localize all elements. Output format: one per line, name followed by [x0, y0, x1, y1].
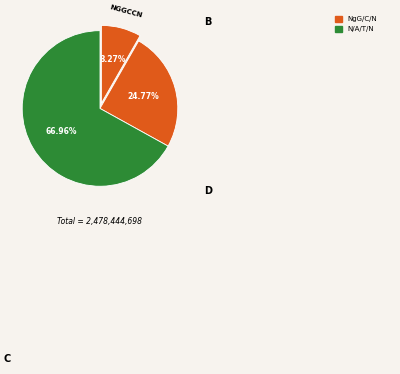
- Text: B: B: [204, 18, 211, 27]
- Text: 24.77%: 24.77%: [128, 92, 159, 101]
- Text: 66.96%: 66.96%: [45, 127, 77, 136]
- Text: Total = 2,478,444,698: Total = 2,478,444,698: [58, 217, 142, 226]
- Text: C: C: [4, 354, 11, 364]
- Wedge shape: [22, 31, 168, 186]
- Wedge shape: [101, 25, 140, 103]
- Text: NGGCCN: NGGCCN: [109, 4, 143, 19]
- Legend: NgG/C/N, N/A/T/N: NgG/C/N, N/A/T/N: [334, 15, 378, 34]
- Wedge shape: [100, 41, 178, 146]
- Text: D: D: [204, 186, 212, 196]
- Text: 8.27%: 8.27%: [100, 55, 126, 64]
